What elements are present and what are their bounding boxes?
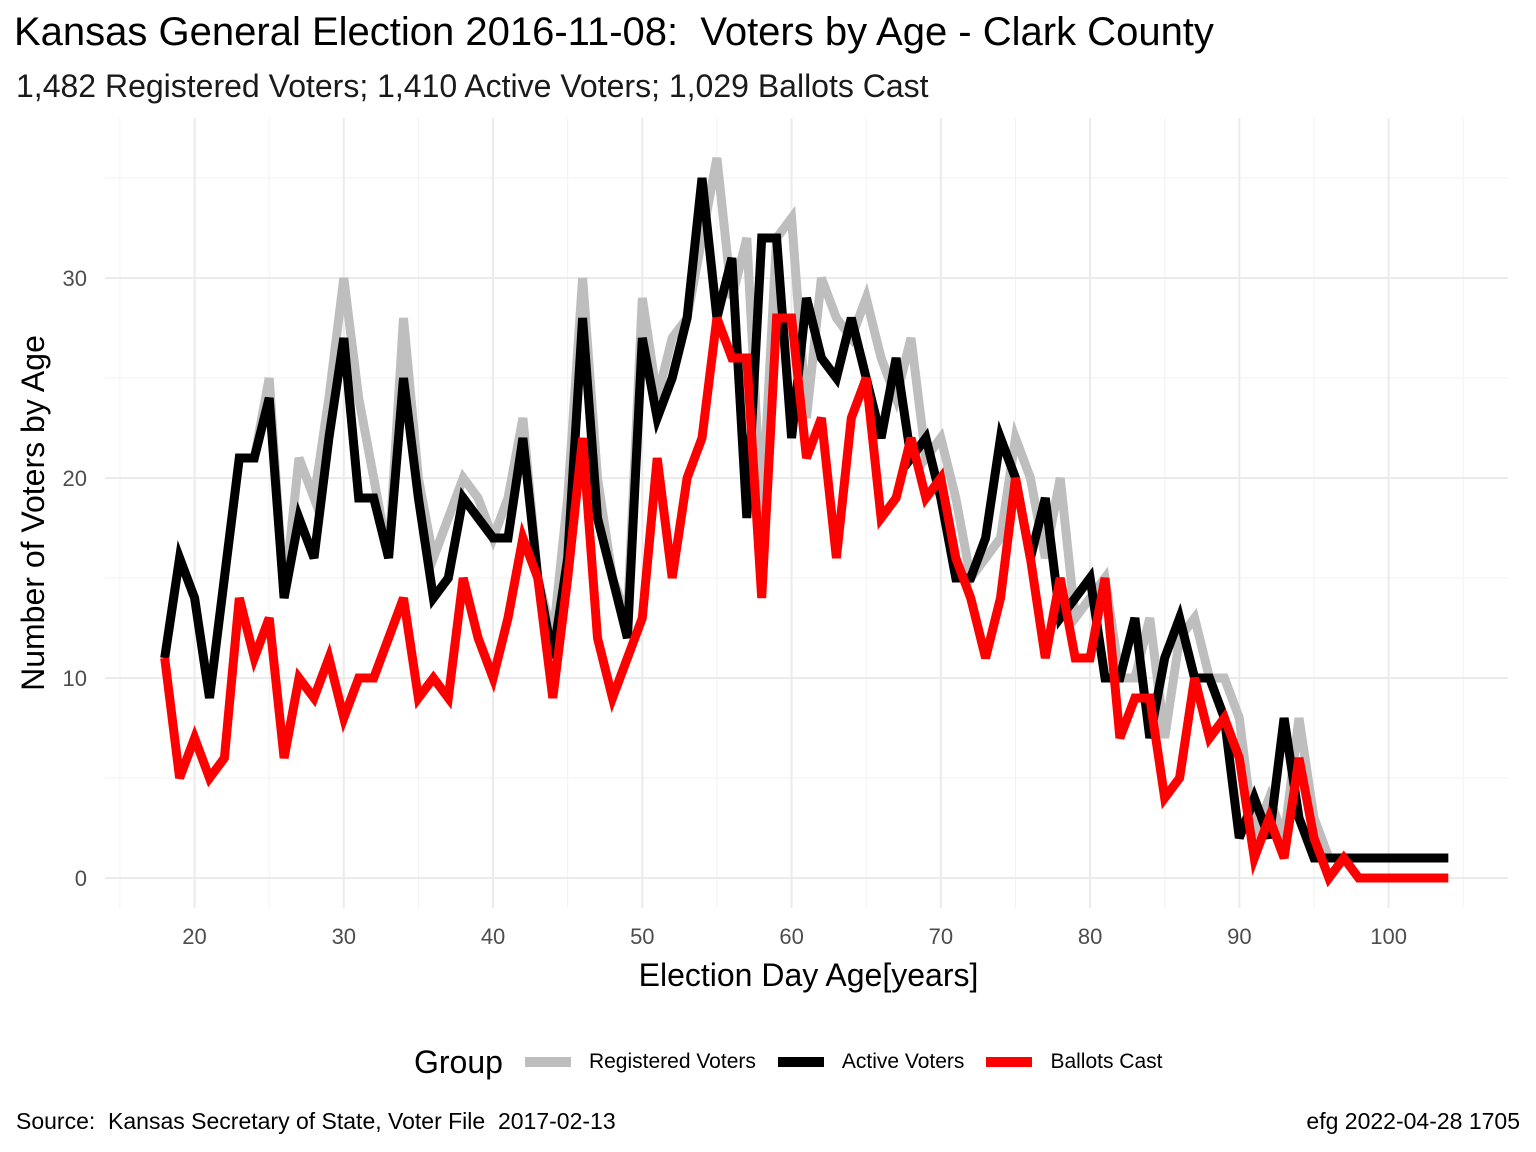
legend-title: Group bbox=[414, 1043, 503, 1080]
legend-label-registered: Registered Voters bbox=[588, 1050, 756, 1073]
x-tick-label: 30 bbox=[332, 924, 356, 949]
x-tick-label: 20 bbox=[182, 924, 206, 949]
legend-swatch-registered bbox=[524, 1057, 571, 1067]
x-tick-label: 60 bbox=[779, 924, 803, 949]
line-chart: 20 30 40 50 60 70 80 90 100 0 10 20 30 Election Day A… bbox=[15, 118, 1508, 993]
credit-caption: efg 2022-04-28 1705 bbox=[1306, 1108, 1520, 1134]
x-axis-title: Election Day Age[years] bbox=[639, 957, 979, 993]
chart-title: Kansas General Election 2016-11-08: Vote… bbox=[14, 10, 1214, 54]
x-tick-label: 80 bbox=[1078, 924, 1102, 949]
series-line-registered bbox=[160, 157, 1449, 863]
x-tick-label: 100 bbox=[1370, 924, 1407, 949]
legend-swatch-ballots bbox=[986, 1057, 1033, 1067]
x-tick-label: 70 bbox=[929, 924, 953, 949]
y-tick-label: 30 bbox=[63, 266, 87, 291]
legend-item-ballots: Ballots Cast bbox=[986, 1050, 1162, 1074]
x-tick-label: 90 bbox=[1227, 924, 1251, 949]
x-tick-label: 50 bbox=[630, 924, 654, 949]
legend-item-active: Active Voters bbox=[777, 1050, 965, 1074]
legend: Group Registered Voters Active Voters Ba… bbox=[414, 1040, 1184, 1084]
y-axis-title: Number of Voters by Age bbox=[15, 335, 51, 691]
y-tick-label: 0 bbox=[75, 866, 87, 891]
x-tick-label: 40 bbox=[481, 924, 505, 949]
series-line-ballots bbox=[160, 313, 1449, 888]
legend-label-ballots: Ballots Cast bbox=[1050, 1050, 1163, 1073]
legend-label-active: Active Voters bbox=[841, 1050, 965, 1073]
source-caption: Source: Kansas Secretary of State, Voter… bbox=[16, 1108, 616, 1134]
y-tick-label: 10 bbox=[63, 666, 87, 691]
legend-item-registered: Registered Voters bbox=[524, 1050, 756, 1074]
legend-swatch-active bbox=[777, 1057, 824, 1067]
chart-subtitle: 1,482 Registered Voters; 1,410 Active Vo… bbox=[16, 68, 929, 104]
y-tick-label: 20 bbox=[63, 466, 87, 491]
series-line-active bbox=[160, 177, 1449, 863]
